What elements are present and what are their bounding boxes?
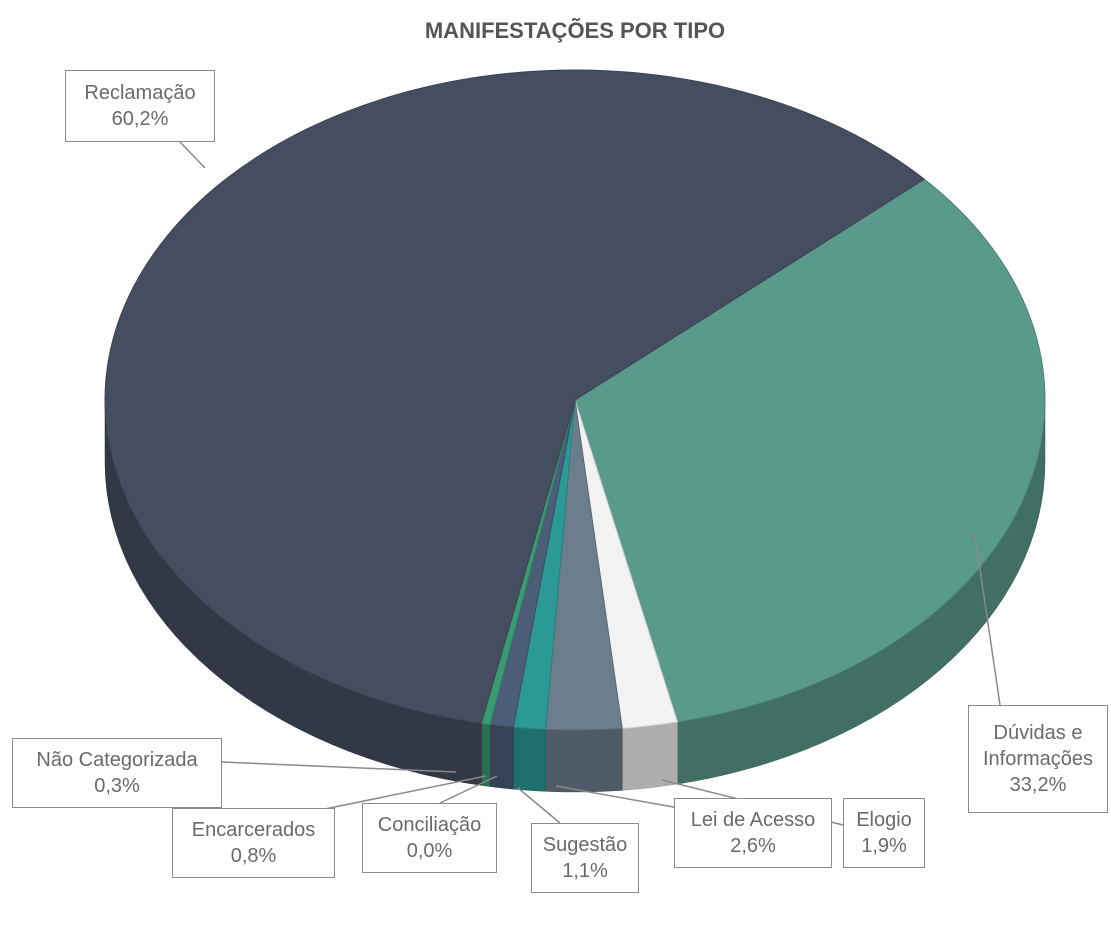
category-label: Elogio [856,809,912,831]
slices [104,69,1046,731]
value-label: 0,0% [406,840,453,862]
category-label: Dúvidas e Informações [982,722,1094,770]
leader-line [179,141,206,169]
slice [574,178,1046,723]
category-label: Reclamação [84,82,196,104]
leader-line [319,775,487,811]
leader-line [221,761,457,773]
value-label: 1,1% [562,860,608,882]
data-label: Sugestão 1,1% [531,823,639,893]
category-label: Não Categorizada [36,749,198,771]
leader-line [974,534,1001,706]
data-label: Lei de Acesso 2,6% [674,798,832,868]
value-label: 33,2% [1009,774,1067,796]
data-label: Elogio 1,9% [843,798,925,868]
slice-side [621,721,678,791]
value-label: 60,2% [111,108,169,130]
leader-line [517,787,561,824]
value-label: 1,9% [861,835,907,857]
category-label: Lei de Acesso [690,809,816,831]
value-label: 2,6% [730,835,776,857]
slice-side [513,726,546,792]
value-label: 0,8% [230,845,277,867]
leader-line [555,785,691,811]
data-label: Conciliação 0,0% [362,803,497,873]
data-label: Dúvidas e Informações 33,2% [968,705,1108,813]
value-label: 0,3% [94,775,140,797]
slice-side [489,724,514,790]
data-label: Encarcerados 0,8% [172,808,335,878]
category-label: Conciliação [377,814,482,836]
data-label: Reclamação 60,2% [65,70,215,142]
side-walls [104,399,1046,793]
chart-title: MANIFESTAÇÕES POR TIPO [425,18,725,43]
slice [104,69,926,724]
data-label: Não Categorizada 0,3% [12,738,222,808]
leader-line [439,775,498,804]
slice-side [545,728,623,793]
category-label: Encarcerados [191,819,316,841]
category-label: Sugestão [542,834,628,856]
